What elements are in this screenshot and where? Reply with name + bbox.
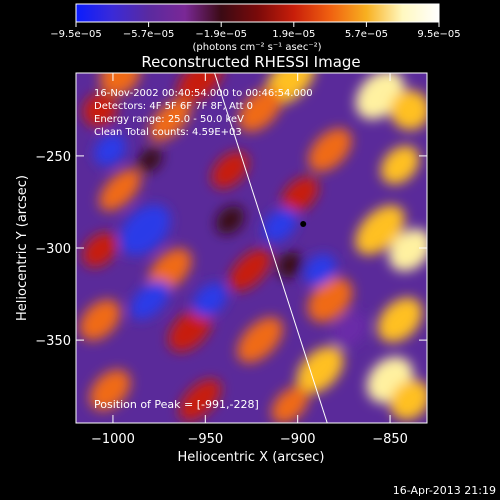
heatmap-blob [388, 228, 427, 272]
heatmap-blob [89, 369, 131, 411]
heatmap-blob [271, 386, 309, 423]
peak-position-text: Position of Peak = [-991,-228] [94, 398, 259, 411]
heatmap-blob [390, 90, 427, 130]
heatmap-blob [237, 317, 283, 363]
heatmap-blob [276, 251, 304, 279]
heatmap-blob [99, 73, 141, 96]
x-tick-label: −850 [372, 432, 408, 447]
colorbar-tick-label: −5.7e−05 [123, 29, 175, 40]
heatmap-blob [238, 88, 282, 132]
heatmap-blob [177, 73, 223, 103]
heatmap-blob [179, 379, 221, 421]
colorbar-tick-label: 5.7e−05 [345, 29, 388, 40]
heatmap-blob [211, 151, 249, 189]
info-block: 16-Nov-2002 00:40:54.000 to 00:46:54.000… [94, 88, 313, 138]
heatmap-blob [82, 232, 118, 268]
chart-title: Reconstructed RHESSI Image [141, 53, 360, 71]
peak-marker [300, 221, 307, 228]
info-line-counts: Clean Total counts: 4.59E+03 [94, 127, 242, 138]
heatmap-blob [308, 128, 352, 172]
heatmap-blob [307, 277, 353, 323]
heatmap-blob [93, 133, 127, 167]
heatmap-blob [389, 379, 427, 421]
heatmap-blob [296, 346, 344, 394]
colorbar-tick-label: 1.9e−05 [272, 29, 315, 40]
heatmap-blob [82, 92, 118, 128]
y-axis-title: Heliocentric Y (arcsec) [15, 175, 30, 321]
heatmap-blob [215, 205, 245, 235]
heatmap-blob [262, 207, 298, 243]
heatmap-blob [99, 169, 141, 211]
y-tick-label: −300 [35, 242, 71, 257]
colorbar-ticks: −9.5e−05 −5.7e−05 −1.9e−05 1.9e−05 5.7e−05 9.… [50, 22, 461, 40]
plot-area: −1000 −950 −900 −850 −250 −300 −350 16-Nov-200… [35, 72, 428, 447]
x-axis-title: Heliocentric X (arcsec) [178, 450, 325, 465]
info-line-time: 16-Nov-2002 00:40:54.000 to 00:46:54.000 [94, 88, 313, 99]
heatmap-blob [380, 145, 420, 185]
axis-ticks: −1000 −950 −900 −850 −250 −300 −350 [35, 73, 427, 447]
timestamp-stamp: 16-Apr-2013 21:19 [393, 484, 496, 497]
colorbar-tick-label: −9.5e−05 [50, 29, 102, 40]
colorbar-strip [75, 3, 440, 23]
heatmap-blob [281, 176, 319, 214]
heatmap-blob [332, 312, 368, 348]
heatmap-blob [192, 282, 228, 318]
heatmap-blob [377, 297, 423, 343]
x-tick-label: −900 [280, 432, 316, 447]
info-line-detectors: Detectors: 4F 5F 6F 7F 8F, Att 0 [94, 101, 253, 112]
heatmap-image [79, 73, 427, 423]
heatmap-blob [355, 205, 405, 255]
colorbar-unit-label: (photons cm⁻² s⁻¹ asec⁻²) [192, 42, 321, 53]
colorbar-tick-label: −1.9e−05 [195, 29, 247, 40]
x-tick-label: −950 [187, 432, 223, 447]
heatmap-blob [119, 204, 171, 256]
colorbar-tick-label: 9.5e−05 [417, 29, 460, 40]
x-tick-label: −1000 [91, 432, 135, 447]
info-line-energy: Energy range: 25.0 - 50.0 keV [94, 114, 244, 125]
heatmap-blob [79, 299, 121, 341]
y-tick-label: −350 [35, 334, 71, 349]
heatmap-blob [168, 308, 212, 352]
y-tick-label: −250 [35, 150, 71, 165]
heatmap-blob [229, 249, 271, 291]
heatmap-blob [303, 253, 337, 287]
heatmap-blob [137, 147, 163, 173]
solar-limb-line [214, 73, 328, 423]
heatmap-blob [130, 280, 170, 320]
colorbar: −9.5e−05 −5.7e−05 −1.9e−05 1.9e−05 5.7e−05 9.… [50, 3, 461, 53]
heatmap-blob [149, 99, 191, 141]
